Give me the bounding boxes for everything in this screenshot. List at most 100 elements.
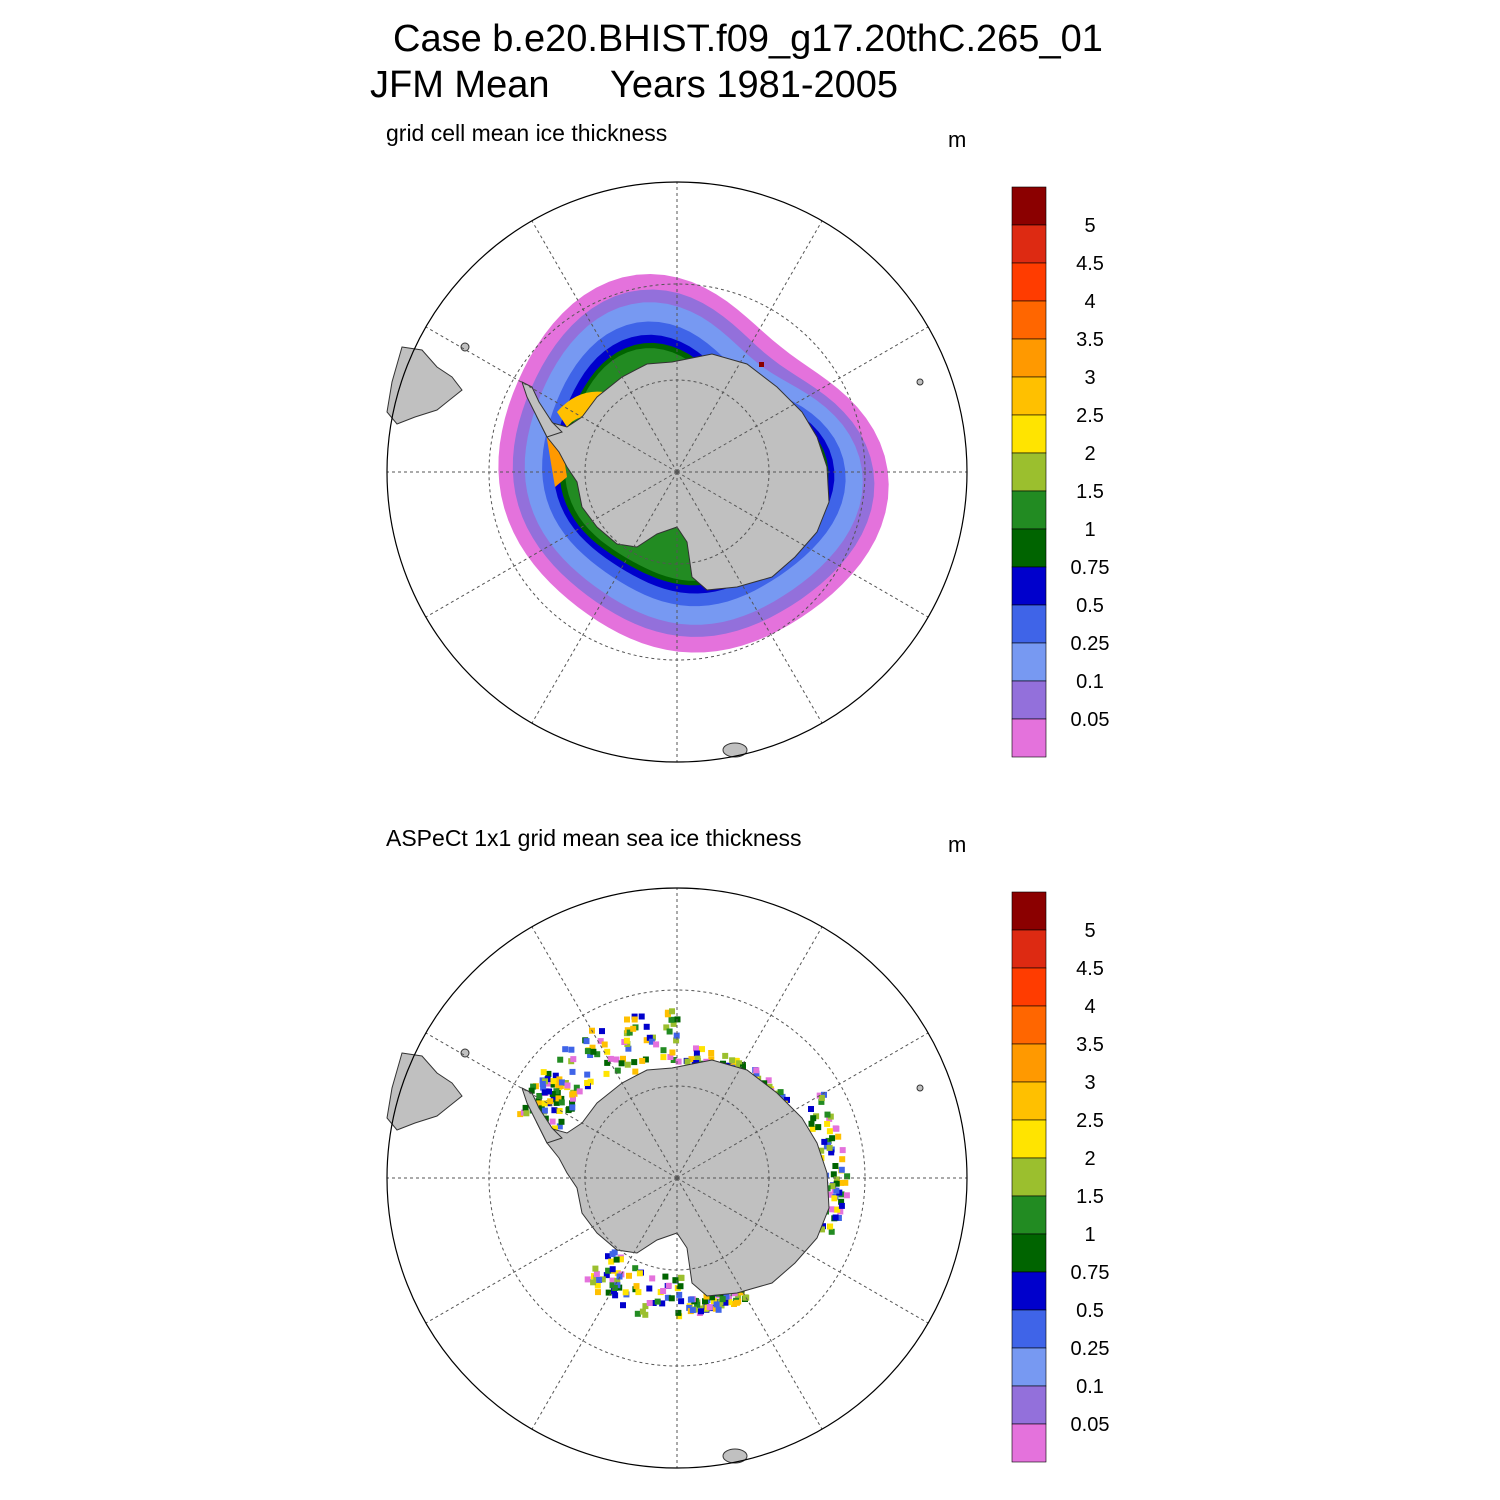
panel2-ice-observation-cell	[553, 1088, 560, 1095]
panel2-ice-observation-cell	[676, 1291, 683, 1298]
panel2-ice-observation-cell	[631, 1016, 638, 1023]
panel2-ice-observation-cell	[662, 1273, 669, 1280]
panel2-title: ASPeCt 1x1 grid mean sea ice thickness	[386, 825, 802, 851]
panel1-meridian-line	[676, 471, 929, 618]
panel2-ice-observation-cell	[673, 1032, 680, 1039]
panel2-ice-observation-cell	[550, 1096, 557, 1102]
panel1-colorbar-swatch	[1011, 528, 1047, 568]
panel2-colorbar-swatch	[1011, 1195, 1047, 1235]
panel2-ice-observation-cell	[826, 1144, 833, 1151]
panel2-ice-observation-cell	[545, 1080, 552, 1087]
panel2-ice-observation-cell	[612, 1292, 619, 1299]
panel2-colorbar-label: 0.05	[1071, 1414, 1110, 1436]
panel2-ice-observation-cell	[815, 1124, 822, 1131]
panel2-ice-observation-cell	[777, 1089, 784, 1096]
panel2-ice-observation-cell	[541, 1100, 548, 1107]
panel2-ice-observation-cell	[584, 1071, 591, 1078]
panel2-ice-observation-cell	[549, 1091, 556, 1097]
panel2-new-zealand	[722, 1448, 748, 1464]
panel1-colorbar-swatch	[1011, 262, 1047, 302]
panel2-ice-observation-cell	[613, 1256, 620, 1263]
panel2-ice-observation-cell	[603, 1070, 610, 1077]
panel2-ice-observation-cell	[677, 1283, 684, 1290]
panel2-colorbar-swatch	[1011, 967, 1047, 1007]
panel2-ice-observation-cell	[540, 1069, 547, 1076]
panel2-ice-observation-cell	[634, 1310, 641, 1317]
panel2-ice-observation-cell	[837, 1208, 844, 1215]
panel2-ice-observation-cell	[569, 1104, 576, 1111]
panel1-meridian-line	[676, 471, 823, 724]
panel2-ice-observation-cell	[677, 1274, 684, 1281]
panel2-colorbar-swatch	[1011, 1043, 1047, 1083]
panel2-ice-observation-cell	[733, 1299, 740, 1306]
panel2-ice-observation-cell	[735, 1292, 742, 1299]
panel2-ice-observation-cell	[672, 1277, 679, 1284]
panel2-ice-observation-cell	[843, 1192, 850, 1199]
panel2-ice-observation-cell	[620, 1055, 626, 1062]
panel2-ice-observation-cell	[838, 1202, 845, 1209]
panel2-ice-observation-cell	[825, 1137, 832, 1144]
panel2-colorbar-label: 4	[1084, 996, 1095, 1018]
panel2-ice-observation-cell	[620, 1302, 626, 1309]
panel1-colorbar-swatch	[1011, 414, 1047, 454]
panel2-ice-observation-cell	[573, 1084, 580, 1091]
panel2-ice-observation-cell	[832, 1214, 839, 1221]
panel2-ice-observation-cell	[599, 1028, 605, 1035]
panel2-ice-observation-cell	[648, 1038, 655, 1045]
panel2-ice-observation-cell	[828, 1149, 835, 1156]
panel1-colorbar-swatch	[1011, 376, 1047, 416]
panel1-colorbar-label: 0.1	[1076, 671, 1104, 693]
panel2-ice-observation-cell	[626, 1029, 633, 1036]
panel2-ice-observation-cell	[569, 1068, 576, 1075]
panel2-ice-observation-cell	[694, 1055, 701, 1062]
panel2-ice-observation-cell	[753, 1067, 760, 1074]
panel2-ice-observation-cell	[713, 1301, 720, 1308]
panel2-ice-observation-cell	[618, 1060, 625, 1067]
panel2-ice-observation-cell	[631, 1059, 638, 1066]
panel2-ice-observation-cell	[810, 1115, 817, 1122]
panel1-colorbar: 5 4.5 4 3.5 3 2.5 2 1.5 1 0.75 0.5 0.25 0.1 0.05	[1011, 186, 1110, 758]
panel2-ice-observation-cell	[556, 1123, 563, 1130]
panel1-colorbar-label: 1.5	[1076, 481, 1104, 503]
panel1-map	[386, 181, 968, 763]
panel2-kerguelen-island	[916, 1084, 924, 1092]
panel2-ice-observation-cell	[611, 1285, 618, 1291]
panel2-ice-observation-cell	[536, 1093, 543, 1099]
panel2-ice-observation-cell	[576, 1088, 583, 1095]
figure-title-case: Case b.e20.BHIST.f09_g17.20thC.265_01	[393, 18, 1103, 60]
panel2-ice-observation-cell	[545, 1070, 552, 1077]
panel2-ice-observation-cell	[595, 1289, 601, 1296]
panel2-colorbar-label: 2	[1084, 1148, 1095, 1170]
panel2-ice-observation-cell	[818, 1094, 825, 1101]
panel2-ice-observation-cell	[592, 1265, 599, 1272]
panel2-ice-observation-cell	[594, 1051, 601, 1058]
panel2-ice-observation-cell	[558, 1079, 565, 1086]
panel1-colorbar-label: 0.25	[1071, 633, 1110, 655]
panel2-ice-observation-cell	[694, 1301, 701, 1308]
panel1-colorbar-swatch	[1011, 490, 1047, 530]
panel2-ice-observation-cell	[541, 1107, 548, 1114]
panel1-colorbar-swatch	[1011, 718, 1047, 758]
panel2-ice-observation-cell	[599, 1276, 606, 1283]
panel2-ice-observation-cell	[604, 1048, 611, 1055]
panel2-ice-observation-cell	[646, 1285, 653, 1292]
panel2-ice-observation-cell	[639, 1057, 646, 1064]
panel2-ice-observation-cell	[715, 1306, 722, 1313]
panel2-colorbar-label: 1	[1084, 1224, 1095, 1246]
panel1-meridian-line	[676, 220, 823, 473]
panel2-ice-observation-cell	[698, 1308, 704, 1315]
panel2-colorbar-label: 3.5	[1076, 1034, 1104, 1056]
panel2-ice-observation-cell	[539, 1081, 546, 1087]
panel2-ice-observation-cell	[688, 1296, 695, 1303]
panel2-ice-observation-cell	[551, 1125, 558, 1132]
panel1-colorbar-swatch	[1011, 452, 1047, 492]
panel2-ice-observation-cell	[708, 1056, 715, 1063]
panel1-meridian-line	[425, 326, 678, 473]
panel2-colorbar-swatch	[1011, 1005, 1047, 1045]
panel2-ice-observation-cell	[614, 1277, 621, 1284]
panel2-colorbar-swatch	[1011, 1119, 1047, 1159]
panel2-ice-observation-cell	[614, 1067, 621, 1074]
panel1-colorbar-swatch	[1011, 642, 1047, 682]
panel2-ice-observation-cell	[608, 1258, 615, 1265]
panel2-ice-observation-cell	[584, 1276, 591, 1283]
